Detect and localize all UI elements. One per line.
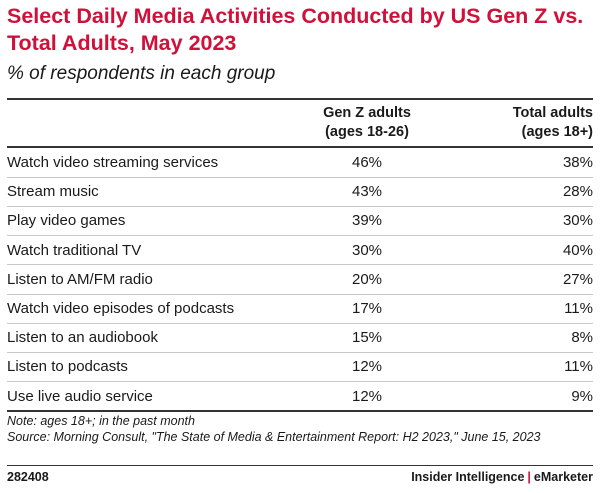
total-value: 11%: [564, 358, 593, 376]
total-value: 8%: [571, 329, 593, 347]
table-row: Stream music 43% 28%: [7, 177, 593, 206]
total-value: 40%: [562, 241, 593, 259]
genz-value: 43%: [351, 183, 383, 201]
table-row: Watch video episodes of podcasts 17% 11%: [7, 294, 593, 323]
chart-subtitle: % of respondents in each group: [7, 63, 276, 84]
genz-value: 17%: [351, 300, 383, 317]
total-value: 38%: [562, 154, 593, 171]
total-value: 9%: [571, 387, 593, 405]
genz-value: 46%: [351, 154, 383, 171]
column-header-genz: Gen Z adults (ages 18-26): [303, 104, 431, 142]
row-divider: [7, 293, 593, 295]
row-label: Listen to podcasts: [7, 358, 128, 376]
table-row: Play video games 39% 30%: [7, 206, 593, 235]
bottom-rule: [7, 410, 593, 412]
total-value: 11%: [564, 300, 593, 317]
row-divider: [7, 322, 593, 324]
genz-value: 30%: [351, 241, 383, 259]
table-row: Listen to podcasts 12% 11%: [7, 352, 593, 381]
row-label: Watch video episodes of podcasts: [7, 300, 235, 317]
total-value: 30%: [562, 212, 593, 230]
column-header-total: Total adults (ages 18+): [490, 104, 593, 142]
row-divider: [7, 205, 593, 207]
brand-left: Insider Intelligence: [411, 470, 525, 484]
column-header-total-line2: (ages 18+): [521, 124, 593, 140]
row-divider: [7, 235, 593, 237]
total-value: 28%: [562, 183, 593, 201]
row-divider: [7, 351, 593, 353]
column-header-total-line1: Total adults: [512, 105, 593, 121]
row-label: Use live audio service: [7, 387, 153, 405]
row-label: Play video games: [7, 212, 126, 230]
genz-value: 12%: [351, 387, 383, 405]
row-divider: [7, 176, 593, 178]
table-row: Watch traditional TV 30% 40%: [7, 236, 593, 265]
table-row: Listen to AM/FM radio 20% 27%: [7, 265, 593, 294]
row-label: Watch traditional TV: [7, 241, 142, 259]
column-header-genz-line2: (ages 18-26): [325, 124, 409, 140]
row-divider: [7, 264, 593, 266]
genz-value: 15%: [351, 329, 383, 347]
total-value: 27%: [562, 270, 593, 288]
top-rule: [7, 98, 593, 100]
table-row: Use live audio service 12% 9%: [7, 382, 593, 411]
footer-rule: [7, 465, 593, 466]
header-rule: [7, 146, 593, 148]
row-label: Listen to AM/FM radio: [7, 270, 153, 288]
genz-value: 12%: [351, 358, 383, 376]
brand-separator: |: [527, 470, 531, 484]
row-divider: [7, 381, 593, 383]
row-label: Listen to an audiobook: [7, 329, 158, 347]
note: Note: ages 18+; in the past month: [7, 414, 195, 428]
brand: Insider Intelligence | eMarketer: [411, 470, 593, 484]
genz-value: 39%: [351, 212, 383, 230]
table-row: Listen to an audiobook 15% 8%: [7, 323, 593, 352]
chart-id: 282408: [7, 470, 49, 484]
brand-right: eMarketer: [533, 470, 593, 484]
genz-value: 20%: [351, 270, 383, 288]
row-label: Stream music: [7, 183, 99, 201]
column-header-genz-line1: Gen Z adults: [323, 105, 411, 121]
chart-title: Select Daily Media Activities Conducted …: [7, 4, 584, 55]
table-row: Watch video streaming services 46% 38%: [7, 148, 593, 177]
row-label: Watch video streaming services: [7, 154, 219, 171]
source: Source: Morning Consult, "The State of M…: [7, 430, 541, 444]
